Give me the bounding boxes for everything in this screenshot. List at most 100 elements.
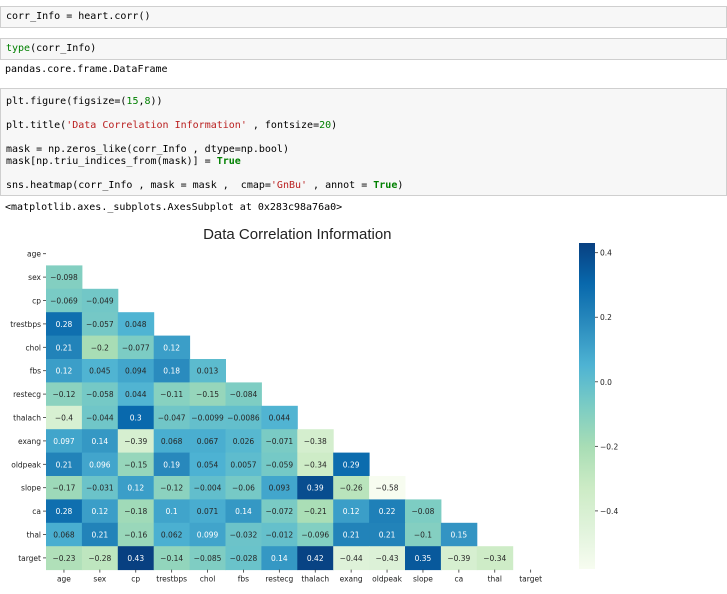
heatmap-cell: [81, 312, 119, 337]
y-tick-label: chol: [25, 343, 41, 352]
cell-annotation: −0.58: [376, 484, 399, 493]
heatmap-cell: [81, 452, 119, 477]
x-tick-label: thalach: [301, 575, 329, 584]
x-tick-label: target: [519, 575, 542, 584]
cell-annotation: −0.028: [230, 554, 258, 563]
heatmap-cell: [81, 476, 119, 500]
heatmap-cell: [153, 499, 191, 524]
cell-annotation: 0.21: [56, 343, 73, 352]
heatmap-cell: [153, 429, 191, 454]
code-cell-1[interactable]: corr_Info = heart.corr(): [0, 6, 727, 28]
cell-annotation: 0.22: [379, 507, 396, 516]
colorbar: [579, 243, 595, 569]
code-line-3[interactable]: mask = np.zeros_like(corr_Info , dtype=n…: [6, 144, 289, 155]
colorbar-tick-label: 0.2: [600, 313, 612, 322]
heatmap-cell: [46, 288, 83, 313]
cell-annotation: −0.057: [86, 320, 114, 329]
heatmap-cell: [117, 335, 155, 360]
cell-annotation: −0.2: [91, 343, 109, 352]
y-tick-label: oldpeak: [11, 460, 41, 469]
heatmap-cell: [153, 382, 191, 407]
heatmap-cell: [46, 265, 83, 290]
heatmap-cell: [117, 499, 155, 524]
heatmap-cell: [153, 476, 191, 500]
cell-annotation: −0.4: [55, 414, 73, 423]
colorbar-tick-label: −0.2: [600, 442, 618, 451]
cell-annotation: 0.28: [56, 507, 73, 516]
heatmap-cell: [153, 452, 191, 477]
heatmap-cell: [117, 405, 155, 430]
cell-annotation: 0.39: [307, 484, 324, 493]
cell-annotation: 0.29: [343, 460, 360, 469]
code-line[interactable]: corr_Info = heart.corr(): [6, 11, 151, 22]
correlation-heatmap: Data Correlation Information −0.098 −0.069…: [10, 226, 618, 584]
cell-annotation: −0.15: [124, 460, 147, 469]
code-text: sns.heatmap(corr_Info , mask = mask , cm…: [6, 180, 271, 191]
heatmap-cell: [297, 522, 334, 547]
cell-3-output: <matplotlib.axes._subplots.AxesSubplot a…: [5, 202, 343, 213]
cell-annotation: −0.14: [160, 554, 183, 563]
x-tick-label: chol: [200, 575, 216, 584]
heatmap-cell: [153, 405, 191, 430]
heatmap-cell: [46, 476, 83, 500]
cell-annotation: −0.069: [50, 297, 78, 306]
heatmap-cell: [225, 452, 262, 477]
cell-annotation: 0.026: [233, 437, 255, 446]
heatmap-cell: [46, 546, 83, 571]
cell-annotation: −0.11: [160, 390, 183, 399]
code-text: , fontsize=: [246, 120, 320, 131]
x-tick-label: fbs: [238, 575, 249, 584]
cell-annotation: 0.42: [307, 554, 324, 563]
heatmap-cell: [46, 429, 83, 454]
heatmap-cell: [189, 546, 226, 571]
heatmap-cell: [153, 522, 191, 547]
cell-annotation: 0.054: [197, 460, 219, 469]
code-line-5[interactable]: sns.heatmap(corr_Info , mask = mask , cm…: [6, 180, 403, 191]
cell-annotation: −0.43: [376, 554, 399, 563]
cell-annotation: 0.044: [269, 414, 291, 423]
cell-annotation: −0.072: [265, 507, 293, 516]
cell-annotation: −0.39: [447, 554, 470, 563]
heatmap-cell: [189, 429, 226, 454]
heatmap-cell: [333, 522, 370, 547]
cell-annotation: −0.077: [122, 343, 150, 352]
colorbar-tick-label: 0.4: [600, 249, 612, 258]
heatmap-cell: [225, 546, 262, 571]
heatmap-cell: [261, 522, 298, 547]
cell-annotation: −0.06: [232, 484, 255, 493]
heatmap-cell: [117, 476, 155, 500]
code-line-4[interactable]: mask[np.triu_indices_from(mask)] = True: [6, 156, 241, 167]
code-text: plt.title(: [6, 120, 67, 131]
cell-annotation: −0.21: [304, 507, 327, 516]
heatmap-cell: [46, 499, 83, 524]
code-line[interactable]: type(corr_Info): [6, 43, 96, 54]
heatmap-cell: [189, 382, 226, 407]
code-string: 'Data Correlation Information': [66, 120, 247, 131]
cell-annotation: −0.28: [88, 554, 111, 563]
x-tick-label: slope: [413, 575, 433, 584]
cell-annotation: 0.1: [166, 507, 178, 516]
code-line-2[interactable]: plt.title('Data Correlation Information'…: [6, 120, 337, 131]
heatmap-cell: [261, 429, 298, 454]
cell-annotation: 0.071: [197, 507, 219, 516]
code-text: ,: [138, 96, 145, 107]
cell-annotation: −0.0099: [191, 414, 224, 423]
cell-annotation: 0.097: [53, 437, 75, 446]
y-tick-label: ca: [32, 507, 41, 516]
cell-annotation: 0.3: [130, 414, 142, 423]
cell-annotation: −0.39: [124, 437, 147, 446]
cell-annotation: 0.0057: [230, 460, 256, 469]
heatmap-cell: [46, 312, 83, 337]
heatmap-cell: [225, 382, 262, 407]
heatmap-cell: [189, 499, 226, 524]
cell-annotation: −0.047: [158, 414, 186, 423]
heatmap-cell: [333, 476, 370, 500]
code-cell-3[interactable]: plt.figure(figsize=(15,8)) plt.title('Da…: [0, 88, 727, 196]
code-line-1[interactable]: plt.figure(figsize=(15,8)): [6, 96, 163, 107]
cell-annotation: 0.14: [91, 437, 108, 446]
heatmap-cell: [153, 546, 191, 571]
code-cell-2[interactable]: type(corr_Info): [0, 38, 727, 60]
x-tick-label: trestbps: [156, 575, 187, 584]
heatmap-cell: [189, 405, 226, 430]
heatmap-cell: [369, 546, 406, 571]
